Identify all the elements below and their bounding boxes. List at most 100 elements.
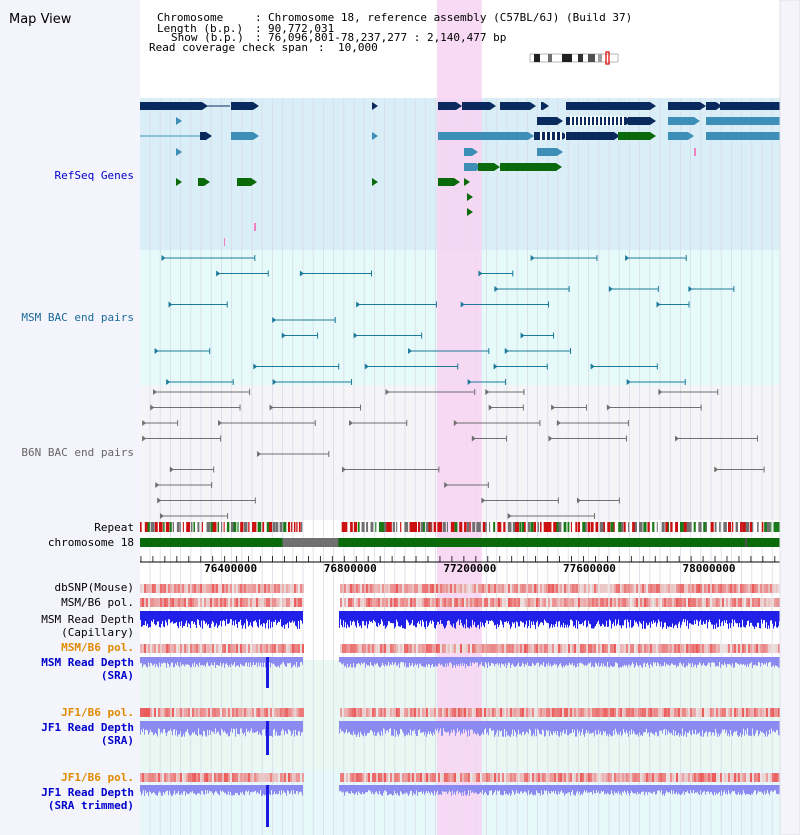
polymorphism-cell bbox=[678, 584, 680, 593]
read-depth-tracks[interactable] bbox=[140, 611, 780, 827]
depth-bar bbox=[531, 657, 532, 666]
polymorphism-cell bbox=[374, 773, 376, 782]
chromosome-track[interactable] bbox=[140, 538, 780, 547]
depth-bar bbox=[764, 611, 765, 621]
depth-bar bbox=[636, 611, 637, 622]
polymorphism-cell bbox=[366, 708, 368, 717]
polymorphism-cell bbox=[172, 708, 174, 717]
depth-bar bbox=[171, 721, 172, 732]
depth-bar bbox=[588, 721, 589, 731]
polymorphism-cell bbox=[476, 584, 478, 593]
polymorphism-cell bbox=[616, 598, 618, 607]
depth-bar bbox=[664, 721, 665, 729]
exon-stripe bbox=[618, 116, 620, 126]
polymorphism-cell bbox=[260, 708, 262, 717]
msm-bac-track[interactable] bbox=[154, 255, 735, 385]
polymorphism-cell bbox=[154, 644, 156, 653]
depth-bar bbox=[705, 721, 706, 732]
depth-bar bbox=[623, 657, 624, 667]
depth-bar bbox=[353, 657, 354, 664]
depth-bar bbox=[564, 785, 565, 796]
depth-bar bbox=[464, 657, 465, 664]
polymorphism-cell bbox=[626, 773, 628, 782]
depth-bar bbox=[204, 721, 205, 732]
depth-bar bbox=[778, 611, 779, 627]
depth-bar bbox=[465, 785, 466, 795]
depth-bar bbox=[609, 721, 610, 734]
depth-bar bbox=[269, 657, 270, 663]
depth-bar bbox=[259, 785, 260, 794]
depth-bar bbox=[668, 785, 669, 793]
polymorphism-cell bbox=[254, 598, 256, 607]
polymorphism-cell bbox=[162, 598, 164, 607]
polymorphism-cell bbox=[258, 584, 260, 593]
polymorphism-cell bbox=[184, 584, 186, 593]
polymorphism-cell bbox=[470, 644, 472, 653]
depth-bar bbox=[604, 721, 605, 733]
depth-bar bbox=[515, 611, 516, 629]
polymorphism-cell bbox=[682, 598, 684, 607]
depth-bar bbox=[365, 785, 366, 793]
polymorphism-cell bbox=[340, 598, 342, 607]
b6n-bac-label[interactable]: B6N BAC end pairs bbox=[21, 446, 134, 459]
polymorphism-cell bbox=[686, 708, 688, 717]
depth-bar bbox=[649, 785, 650, 792]
b6n-bac-track[interactable] bbox=[142, 389, 765, 519]
gene-arrow bbox=[556, 163, 562, 171]
repeat-track[interactable] bbox=[140, 522, 781, 532]
depth-bar bbox=[654, 785, 655, 792]
polymorphism-cell bbox=[382, 708, 384, 717]
depth-bar bbox=[487, 611, 488, 621]
depth-bar bbox=[595, 657, 596, 663]
repeat-element bbox=[735, 522, 739, 532]
depth-bar bbox=[699, 721, 700, 733]
depth-bar bbox=[752, 611, 753, 626]
polymorphism-cell bbox=[626, 598, 628, 607]
depth-bar bbox=[593, 721, 594, 733]
depth-bar bbox=[776, 657, 777, 667]
depth-bar bbox=[275, 721, 276, 736]
depth-bar bbox=[170, 657, 171, 666]
depth-bar bbox=[442, 721, 443, 736]
gene-block bbox=[628, 117, 650, 125]
depth-bar bbox=[469, 611, 470, 629]
polymorphism-cell bbox=[346, 584, 348, 593]
depth-bar bbox=[353, 785, 354, 794]
depth-bar bbox=[611, 657, 612, 667]
depth-bar bbox=[350, 721, 351, 735]
depth-bar bbox=[180, 611, 181, 626]
depth-bar bbox=[660, 657, 661, 665]
polymorphism-cell bbox=[218, 773, 220, 782]
polymorphism-cell bbox=[650, 598, 652, 607]
depth-bar bbox=[189, 785, 190, 794]
depth-bar bbox=[247, 611, 248, 622]
polymorphism-cell bbox=[354, 644, 356, 653]
msm-bac-label[interactable]: MSM BAC end pairs bbox=[21, 311, 134, 324]
polymorphism-cell bbox=[258, 598, 260, 607]
depth-bar bbox=[713, 611, 714, 629]
polymorphism-cell bbox=[370, 644, 372, 653]
polymorphism-cell bbox=[502, 584, 504, 593]
depth-bar bbox=[342, 657, 343, 665]
polymorphism-cell bbox=[302, 644, 304, 653]
depth-bar bbox=[355, 657, 356, 668]
depth-bar bbox=[208, 657, 209, 666]
polymorphism-bands[interactable] bbox=[140, 584, 780, 782]
depth-bar bbox=[363, 657, 364, 663]
polymorphism-cell bbox=[204, 773, 206, 782]
depth-bar bbox=[724, 611, 725, 621]
depth-bar bbox=[231, 657, 232, 664]
vertical-scrollbar[interactable] bbox=[779, 0, 800, 835]
depth-bar bbox=[691, 785, 692, 793]
depth-bar bbox=[657, 611, 658, 624]
polymorphism-cell bbox=[382, 773, 384, 782]
polymorphism-cell bbox=[392, 598, 394, 607]
depth-bar bbox=[721, 785, 722, 791]
depth-bar bbox=[443, 785, 444, 792]
depth-bar bbox=[672, 657, 673, 664]
depth-bar bbox=[541, 611, 542, 623]
depth-bar bbox=[413, 785, 414, 793]
chromosome-ideogram[interactable] bbox=[529, 51, 619, 65]
depth-bar bbox=[381, 785, 382, 796]
refseq-label[interactable]: RefSeq Genes bbox=[55, 169, 134, 182]
